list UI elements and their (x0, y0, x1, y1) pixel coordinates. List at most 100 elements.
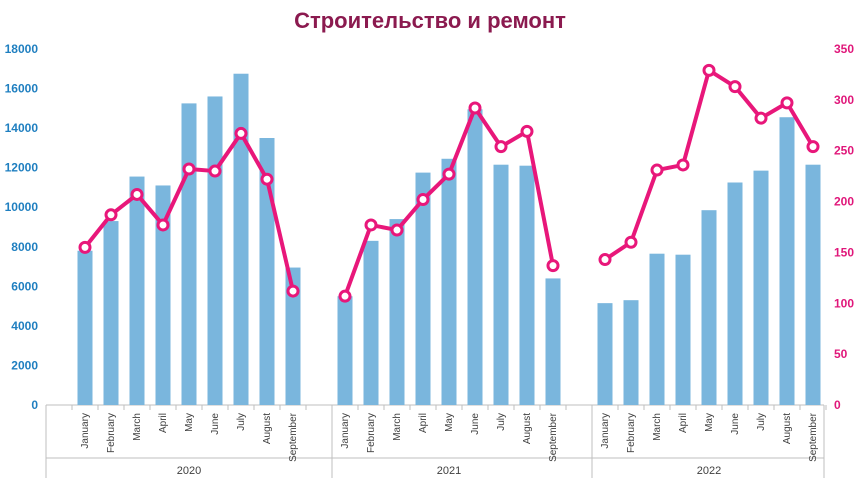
line-point (806, 140, 820, 154)
y-right-tick-label: 300 (834, 93, 854, 107)
category-label: March (132, 413, 143, 441)
bar (441, 158, 457, 405)
line-point (442, 167, 456, 181)
line-point (650, 163, 664, 177)
category-label: May (444, 413, 455, 432)
category-label: March (392, 413, 403, 441)
line-point (468, 101, 482, 115)
bar (493, 164, 509, 405)
category-label: June (730, 413, 741, 435)
category-label: July (756, 413, 767, 431)
category-label: June (210, 413, 221, 435)
line-point (208, 164, 222, 178)
category-label: September (548, 412, 559, 462)
category-label: February (366, 413, 377, 453)
bar (415, 172, 431, 405)
category-label: April (678, 413, 689, 433)
category-label: May (704, 413, 715, 432)
bar (155, 185, 171, 405)
y-right-tick-label: 150 (834, 245, 854, 259)
category-label: June (470, 413, 481, 435)
line-point (260, 172, 274, 186)
bar (701, 210, 717, 405)
line-point (494, 140, 508, 154)
y-left-tick-label: 0 (31, 398, 38, 412)
bar (519, 165, 535, 405)
line-point (624, 235, 638, 249)
line-point (728, 80, 742, 94)
bar (545, 278, 561, 405)
chart-title: Строительство и ремонт (294, 8, 566, 33)
bar (181, 103, 197, 405)
line-point (598, 253, 612, 267)
category-label: January (340, 413, 351, 449)
y-left-tick-label: 14000 (5, 121, 39, 135)
y-left-tick-label: 16000 (5, 82, 39, 96)
category-label: August (522, 413, 533, 444)
y-right-tick-label: 50 (834, 347, 848, 361)
category-label: March (652, 413, 663, 441)
line-point (286, 284, 300, 298)
category-label: February (106, 413, 117, 453)
bar (103, 221, 119, 405)
y-right-tick-label: 250 (834, 144, 854, 158)
bar (363, 240, 379, 405)
y-left-tick-label: 4000 (11, 319, 38, 333)
line-point (754, 111, 768, 125)
line-point (520, 124, 534, 138)
line-point (338, 289, 352, 303)
category-label: September (288, 412, 299, 462)
line-point (104, 208, 118, 222)
bar (675, 254, 691, 405)
bar (233, 73, 249, 405)
bar (259, 138, 275, 405)
line-point (416, 193, 430, 207)
y-left-tick-label: 10000 (5, 200, 39, 214)
year-label: 2022 (697, 465, 721, 477)
category-label: February (626, 413, 637, 453)
bar (805, 164, 821, 405)
year-label: 2020 (177, 465, 201, 477)
y-left-tick-label: 8000 (11, 240, 38, 254)
category-label: April (418, 413, 429, 433)
y-left-tick-label: 2000 (11, 358, 38, 372)
bar (285, 267, 301, 405)
y-left-tick-label: 12000 (5, 161, 39, 175)
line-point (676, 158, 690, 172)
bar (649, 253, 665, 405)
y-left-tick-label: 6000 (11, 279, 38, 293)
category-label: May (184, 413, 195, 432)
y-left-tick-label: 18000 (5, 42, 39, 56)
bar (623, 300, 639, 405)
bar (779, 117, 795, 405)
bar (77, 250, 93, 405)
category-label: July (496, 413, 507, 431)
y-right-tick-label: 100 (834, 296, 854, 310)
category-label: April (158, 413, 169, 433)
y-right-tick-label: 350 (834, 42, 854, 56)
bar (597, 303, 613, 405)
line-point (182, 162, 196, 176)
bar (389, 219, 405, 405)
line-point (702, 63, 716, 77)
bar (467, 109, 483, 406)
line-point (390, 223, 404, 237)
line-point (364, 218, 378, 232)
category-label: January (600, 413, 611, 449)
year-label: 2021 (437, 465, 461, 477)
line-point (780, 96, 794, 110)
bar (129, 176, 145, 405)
line-point (234, 126, 248, 140)
bar (727, 182, 743, 405)
line-point (78, 240, 92, 254)
bar (207, 96, 223, 405)
line-point (546, 259, 560, 273)
line-point (130, 187, 144, 201)
y-right-tick-label: 200 (834, 195, 854, 209)
bar (337, 296, 353, 405)
line-point (156, 218, 170, 232)
category-label: January (80, 413, 91, 449)
y-right-tick-label: 0 (834, 398, 841, 412)
